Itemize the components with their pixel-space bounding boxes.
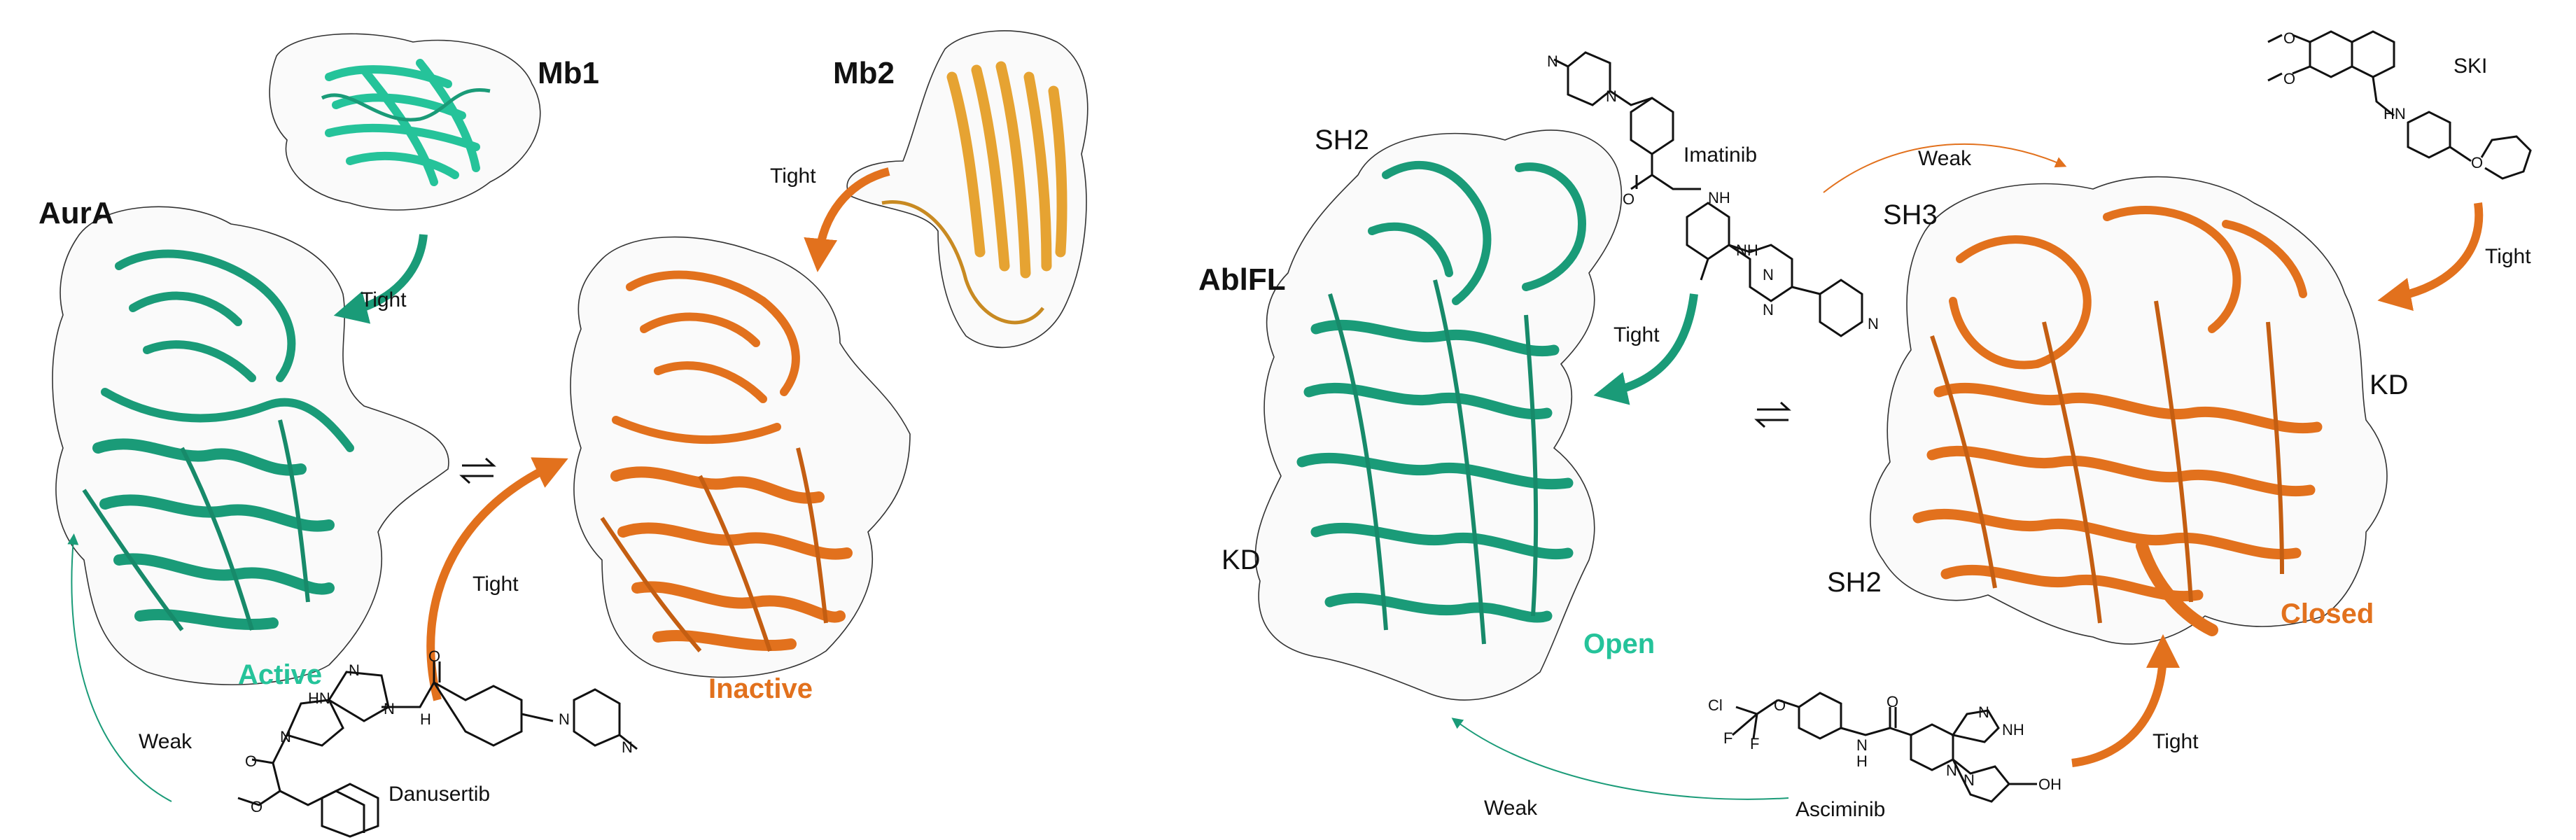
open-state-label: Open <box>1583 629 1656 659</box>
aura-label: AurA <box>38 196 114 230</box>
chem-atom: N <box>559 710 570 728</box>
kd-open-label: KD <box>1222 545 1261 575</box>
inactive-state-label: Inactive <box>708 673 813 704</box>
arrow-asciminib-tight-label: Tight <box>2152 730 2199 753</box>
chem-atom: O <box>2283 29 2296 47</box>
chem-atom: N <box>1868 315 1879 332</box>
arrow-imatinib-weak-label: Weak <box>1918 147 1972 170</box>
kd-closed-label: KD <box>2370 370 2409 400</box>
arrow-asciminib-weak <box>1451 718 1789 800</box>
aura-inactive-structure <box>570 236 911 678</box>
chem-atom: O <box>251 798 263 816</box>
chem-atom: O <box>2283 70 2296 88</box>
chem-atom: N <box>384 700 395 718</box>
arrow-asciminib-tight <box>2071 634 2180 767</box>
chem-atom: O <box>245 752 258 770</box>
chem-atom: N <box>1547 52 1558 70</box>
arrow-mb1-label: Tight <box>360 288 407 312</box>
mb2-label: Mb2 <box>833 56 895 90</box>
chem-atom: O <box>1623 190 1635 208</box>
chem-atom: HN <box>308 690 330 707</box>
sh2-open-label: SH2 <box>1315 125 1369 155</box>
danusertib-structure <box>237 662 638 838</box>
chem-atom: NH <box>2002 721 2024 738</box>
sh2-closed-label: SH2 <box>1827 567 1882 598</box>
chem-atom: N <box>280 728 291 746</box>
arrow-danusertib-tight <box>426 457 568 701</box>
ablfl-label: AblFL <box>1198 262 1286 297</box>
chem-atom: H <box>420 710 431 728</box>
chem-atom: F <box>1723 729 1733 747</box>
arrow-imatinib-weak <box>1823 143 2067 193</box>
ski-label: SKI <box>2454 55 2488 78</box>
sh3-closed-label: SH3 <box>1883 200 1938 230</box>
arrow-mb2-label: Tight <box>770 164 816 188</box>
arrow-imatinib-tight-label: Tight <box>1614 323 1660 346</box>
arrow-mb1-tight <box>333 234 428 324</box>
chem-atom: N <box>1763 301 1774 318</box>
chem-atom: NH <box>1736 241 1758 259</box>
active-state-label: Active <box>238 659 323 690</box>
chem-atom: N <box>1763 266 1774 284</box>
ski-structure <box>2267 30 2532 180</box>
arrow-mb2-tight <box>804 167 890 272</box>
chem-atom: HN <box>2384 105 2406 122</box>
arrow-imatinib-tight <box>1593 293 1698 405</box>
mb1-structure <box>269 33 541 211</box>
arrow-ski-tight <box>2377 202 2484 312</box>
chem-atom: H <box>1856 752 1868 770</box>
danusertib-label: Danusertib <box>388 783 491 806</box>
asciminib-label: Asciminib <box>1795 798 1886 821</box>
chem-atom: N <box>1978 704 1989 721</box>
equilibrium-arrows-left <box>459 457 496 484</box>
mb1-label: Mb1 <box>538 56 599 90</box>
chem-atom: N <box>1606 88 1617 105</box>
asciminib-structure <box>1732 692 2037 803</box>
aura-active-structure <box>52 206 449 685</box>
imatinib-structure <box>1553 51 1863 337</box>
equilibrium-arrows-right <box>1754 401 1791 428</box>
chem-atom: OH <box>2038 776 2062 793</box>
arrow-weak-left-label: Weak <box>139 730 192 753</box>
chem-atom: Cl <box>1708 696 1723 714</box>
imatinib-label: Imatinib <box>1684 144 1758 167</box>
arrow-danusertib-label: Tight <box>472 573 519 596</box>
chem-atom: N <box>1946 762 1957 779</box>
arrow-asciminib-weak-label: Weak <box>1484 797 1538 820</box>
chem-atom: O <box>428 648 441 665</box>
chem-atom: F <box>1750 735 1760 752</box>
chem-atom: N <box>1856 736 1868 754</box>
arrow-aura-weak <box>67 533 172 802</box>
chem-atom: N <box>622 738 633 756</box>
chem-atom: O <box>1886 693 1899 710</box>
mb2-structure <box>846 30 1088 349</box>
chem-atom: O <box>2471 154 2484 172</box>
chem-atom: O <box>1774 696 1786 714</box>
abl-open-structure <box>1254 130 1623 701</box>
chem-atom: N <box>1963 771 1975 789</box>
chem-atom: NH <box>1708 189 1730 206</box>
abl-closed-structure <box>1870 176 2388 645</box>
chem-atom: N <box>349 662 360 679</box>
arrow-ski-tight-label: Tight <box>2485 245 2531 268</box>
closed-state-label: Closed <box>2281 598 2374 629</box>
